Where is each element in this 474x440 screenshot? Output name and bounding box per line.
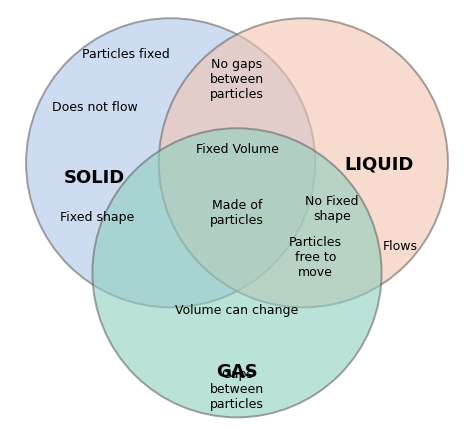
Text: No Fixed
shape: No Fixed shape: [305, 195, 358, 223]
Text: Gaps
between
particles: Gaps between particles: [210, 368, 264, 411]
Ellipse shape: [92, 128, 382, 418]
Text: Volume can change: Volume can change: [175, 304, 299, 317]
Text: Fixed shape: Fixed shape: [60, 211, 134, 224]
Text: Flows: Flows: [383, 240, 418, 253]
Text: GAS: GAS: [216, 363, 258, 381]
Text: No gaps
between
particles: No gaps between particles: [210, 58, 264, 101]
Text: LIQUID: LIQUID: [345, 156, 414, 174]
Text: Particles fixed: Particles fixed: [82, 48, 170, 62]
Ellipse shape: [159, 18, 448, 308]
Ellipse shape: [26, 18, 315, 308]
Text: SOLID: SOLID: [64, 169, 126, 187]
Text: Fixed Volume: Fixed Volume: [196, 143, 278, 156]
Text: Particles
free to
move: Particles free to move: [289, 236, 342, 279]
Text: Does not flow: Does not flow: [52, 101, 137, 114]
Text: Made of
particles: Made of particles: [210, 199, 264, 227]
